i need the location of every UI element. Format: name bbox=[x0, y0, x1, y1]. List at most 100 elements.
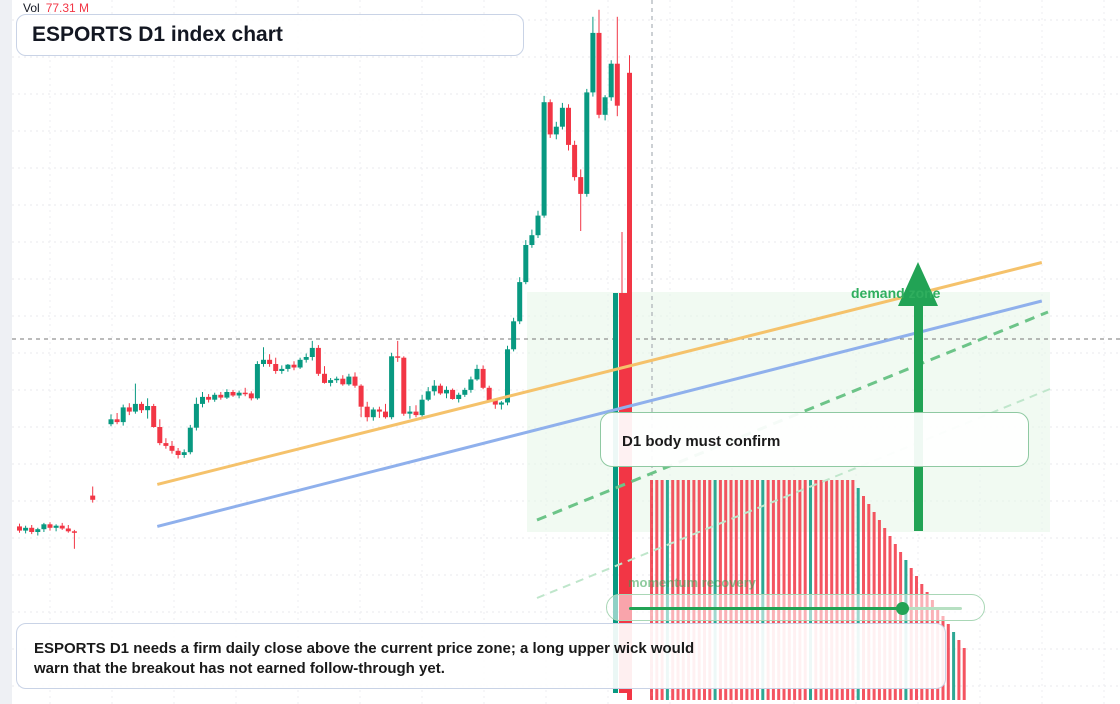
volume-bar bbox=[724, 480, 728, 700]
candle-body bbox=[23, 527, 29, 531]
volume-bar bbox=[798, 480, 802, 700]
confirm-callout-text: D1 body must confirm bbox=[622, 433, 781, 450]
candle-body bbox=[486, 387, 492, 401]
candle-body bbox=[139, 403, 144, 411]
volume-label: Vol bbox=[23, 1, 40, 15]
volume-value: 77.31 M bbox=[45, 1, 90, 15]
volume-bar bbox=[840, 480, 844, 700]
candle-body bbox=[114, 419, 120, 423]
candle-body bbox=[322, 373, 327, 383]
volume-bar bbox=[660, 480, 664, 700]
candle-body bbox=[456, 394, 462, 399]
candle-body bbox=[261, 359, 266, 364]
candle-body bbox=[492, 400, 498, 405]
candle-body bbox=[474, 368, 480, 380]
candle-body bbox=[547, 102, 553, 135]
volume-bar bbox=[766, 480, 770, 700]
candle-body bbox=[480, 368, 486, 388]
candle-body bbox=[419, 399, 425, 416]
candle-body bbox=[230, 392, 236, 396]
volume-bar bbox=[650, 480, 653, 700]
candle-body bbox=[279, 368, 285, 371]
candle-body bbox=[175, 450, 181, 455]
volume-bar bbox=[713, 480, 717, 700]
candle-body bbox=[613, 293, 618, 693]
volume-bar bbox=[777, 480, 781, 700]
candle-body bbox=[553, 126, 559, 135]
candle-body bbox=[212, 394, 218, 400]
candle-body bbox=[53, 525, 59, 528]
volume-bar bbox=[703, 480, 706, 700]
candle-body bbox=[297, 359, 303, 368]
volume-bar bbox=[655, 480, 659, 700]
candle-body bbox=[132, 403, 138, 412]
candle-body bbox=[431, 385, 437, 392]
volume-bar bbox=[756, 480, 759, 700]
candle-body bbox=[187, 427, 193, 453]
volume-bar bbox=[708, 480, 712, 700]
demand-zone-label: demand zone bbox=[851, 285, 941, 301]
momentum-progress-knob[interactable] bbox=[896, 602, 910, 615]
volume-bar bbox=[687, 480, 691, 700]
volume-bar bbox=[952, 632, 956, 700]
candle-body bbox=[572, 144, 578, 178]
candle-body bbox=[29, 527, 35, 532]
candle-body bbox=[370, 409, 376, 418]
confirm-callout: D1 body must confirm bbox=[600, 412, 1029, 467]
volume-bar bbox=[851, 480, 855, 700]
volume-bar bbox=[830, 480, 834, 700]
candle-body bbox=[35, 529, 41, 532]
candle-body bbox=[59, 525, 65, 529]
candle-body bbox=[619, 293, 630, 693]
candle-body bbox=[285, 364, 291, 369]
volume-bar bbox=[809, 480, 812, 700]
volume-bar bbox=[803, 480, 807, 700]
candle-body bbox=[425, 391, 431, 400]
candle-body bbox=[41, 524, 47, 530]
candle-body bbox=[157, 427, 163, 444]
candle-body bbox=[450, 389, 456, 399]
candle-body bbox=[340, 378, 346, 385]
volume-bar bbox=[681, 480, 685, 700]
trendline-blue bbox=[156, 299, 1043, 528]
candle-body bbox=[200, 396, 205, 404]
candle-body bbox=[389, 356, 395, 418]
volume-bar bbox=[893, 544, 897, 700]
candle-body bbox=[90, 495, 96, 500]
candle-body bbox=[407, 411, 413, 414]
volume-bar bbox=[771, 480, 775, 700]
candle-body bbox=[559, 107, 565, 127]
volume-bar bbox=[814, 480, 818, 700]
candle-body bbox=[383, 411, 388, 418]
candle-body bbox=[108, 419, 114, 425]
candle-body bbox=[614, 63, 620, 106]
candle-body bbox=[535, 215, 541, 236]
candle-body bbox=[145, 406, 151, 411]
volume-bar bbox=[745, 480, 749, 700]
candle-body bbox=[523, 245, 529, 283]
volume-bar bbox=[793, 480, 797, 700]
candle-body bbox=[468, 379, 474, 390]
candle-body bbox=[596, 32, 602, 115]
candle-body bbox=[364, 406, 370, 418]
candle-body bbox=[120, 407, 126, 423]
candle-body bbox=[511, 321, 517, 350]
candle-body bbox=[206, 396, 212, 400]
candle-body bbox=[328, 380, 334, 383]
candle-body bbox=[444, 389, 449, 394]
volume-bar bbox=[676, 480, 680, 700]
candle-body bbox=[267, 359, 273, 364]
momentum-progress-bar bbox=[606, 594, 985, 621]
candle-body bbox=[163, 443, 169, 446]
candle-body bbox=[578, 177, 584, 194]
candle-body bbox=[315, 347, 321, 374]
candle-body bbox=[254, 364, 260, 399]
candle-body bbox=[126, 407, 132, 412]
candle-body bbox=[437, 385, 443, 394]
candle-body bbox=[71, 531, 77, 533]
candle-body bbox=[602, 97, 608, 115]
candle-body bbox=[273, 364, 279, 371]
analysis-note-text: ESPORTS D1 needs a firm daily close abov… bbox=[34, 640, 695, 677]
candle-body bbox=[608, 63, 614, 98]
volume-bar bbox=[718, 480, 722, 700]
